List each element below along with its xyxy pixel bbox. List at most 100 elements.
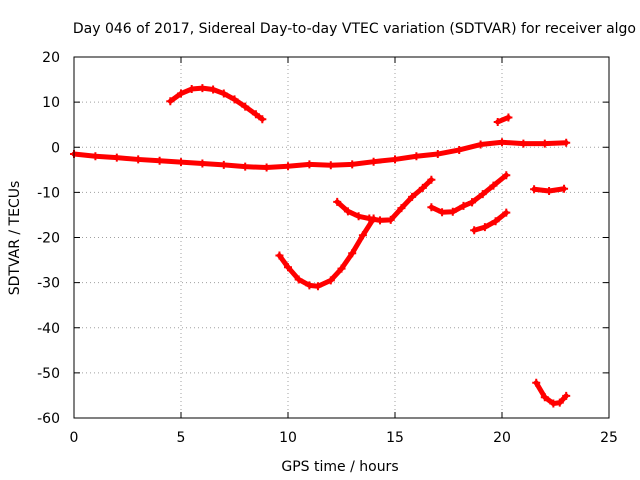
data-point xyxy=(177,89,185,98)
data-point xyxy=(455,145,464,154)
data-point xyxy=(134,155,143,164)
data-point xyxy=(155,156,164,165)
data-point xyxy=(397,204,406,213)
y-tick-label: -60 xyxy=(37,411,60,427)
series-fragment-22 xyxy=(530,184,569,196)
series-trace xyxy=(334,177,434,223)
data-point xyxy=(198,84,207,93)
series-trace xyxy=(471,210,509,233)
data-point xyxy=(408,192,417,201)
grid-lines xyxy=(74,57,609,418)
data-point xyxy=(386,215,395,224)
data-point xyxy=(241,162,250,171)
data-point xyxy=(251,110,260,119)
data-point xyxy=(540,393,549,402)
data-point xyxy=(560,184,569,193)
data-point xyxy=(369,157,378,166)
data-point xyxy=(459,201,468,210)
data-point xyxy=(502,208,511,217)
data-point xyxy=(326,276,335,285)
data-point xyxy=(376,216,385,225)
data-point xyxy=(530,185,539,194)
y-tick-label: -10 xyxy=(37,185,60,201)
data-point xyxy=(448,207,457,216)
y-tick-label: -40 xyxy=(37,321,60,337)
data-point xyxy=(540,139,549,148)
data-point xyxy=(412,152,421,161)
data-point xyxy=(391,155,399,164)
x-tick-label: 0 xyxy=(70,430,79,446)
series-arc-mid xyxy=(333,175,436,225)
data-point xyxy=(532,378,541,387)
data-point xyxy=(468,198,477,207)
data-point xyxy=(241,102,250,111)
y-tick-label: -20 xyxy=(37,231,60,247)
data-point xyxy=(480,223,489,232)
data-point xyxy=(562,391,571,400)
data-point xyxy=(313,282,322,291)
y-tick-label: 10 xyxy=(42,95,60,111)
data-point xyxy=(504,113,513,122)
series-fragment-20 xyxy=(493,113,513,126)
data-point xyxy=(476,140,485,149)
data-point xyxy=(433,150,442,159)
data-point xyxy=(219,160,228,169)
y-tick-label: -30 xyxy=(37,276,60,292)
series-trace xyxy=(428,199,475,215)
data-point xyxy=(230,95,239,104)
data-point xyxy=(478,190,487,199)
series-baseline xyxy=(70,138,571,172)
data-point xyxy=(294,275,303,284)
data-point xyxy=(305,160,314,169)
data-point xyxy=(498,138,506,147)
series-trace xyxy=(469,172,509,205)
data-point xyxy=(545,187,554,196)
series-trace xyxy=(533,380,569,407)
data-point xyxy=(91,152,100,161)
series-trace xyxy=(167,85,265,122)
data-point xyxy=(112,153,121,162)
data-point xyxy=(343,207,352,216)
x-tick-label: 5 xyxy=(177,430,186,446)
series-arc-18-20 xyxy=(468,171,511,207)
data-point xyxy=(275,251,284,260)
data-point xyxy=(365,214,374,223)
x-tick-label: 15 xyxy=(386,430,404,446)
data-point xyxy=(284,162,292,171)
series-arc-high xyxy=(166,84,267,124)
data-point xyxy=(555,398,564,407)
data-point xyxy=(198,159,207,168)
series-trace xyxy=(276,216,377,289)
data-series xyxy=(70,84,571,408)
data-point xyxy=(333,197,342,206)
data-point xyxy=(470,226,479,235)
series-trace xyxy=(71,139,569,171)
series-arc-bottom xyxy=(532,378,571,408)
data-point xyxy=(418,183,427,192)
data-point xyxy=(262,163,271,172)
y-tick-label: -50 xyxy=(37,366,60,382)
series-arc-17-19 xyxy=(427,198,477,217)
data-point xyxy=(284,263,292,272)
x-axis-label: GPS time / hours xyxy=(281,459,398,475)
data-point xyxy=(562,138,571,147)
data-point xyxy=(519,139,528,148)
series-arc-valley xyxy=(275,214,378,291)
chart-title: Day 046 of 2017, Sidereal Day-to-day VTE… xyxy=(73,21,636,37)
data-point xyxy=(209,85,218,94)
data-point xyxy=(489,181,498,190)
y-tick-label: 0 xyxy=(51,140,60,156)
data-point xyxy=(358,231,367,240)
series-arc-low-short xyxy=(470,208,511,235)
x-tick-label: 25 xyxy=(600,430,618,446)
data-point xyxy=(348,160,357,169)
axes: 0 5 10 15 20 25 -60 -50 -40 -30 -20 -10 0 10 20 xyxy=(37,50,618,446)
data-point xyxy=(187,85,196,94)
y-axis-label: SDTVAR / TECUs xyxy=(7,181,23,296)
data-point xyxy=(337,264,346,273)
data-point xyxy=(326,161,335,170)
data-point xyxy=(354,212,363,221)
y-tick-label: 20 xyxy=(42,50,60,66)
data-point xyxy=(305,281,314,290)
